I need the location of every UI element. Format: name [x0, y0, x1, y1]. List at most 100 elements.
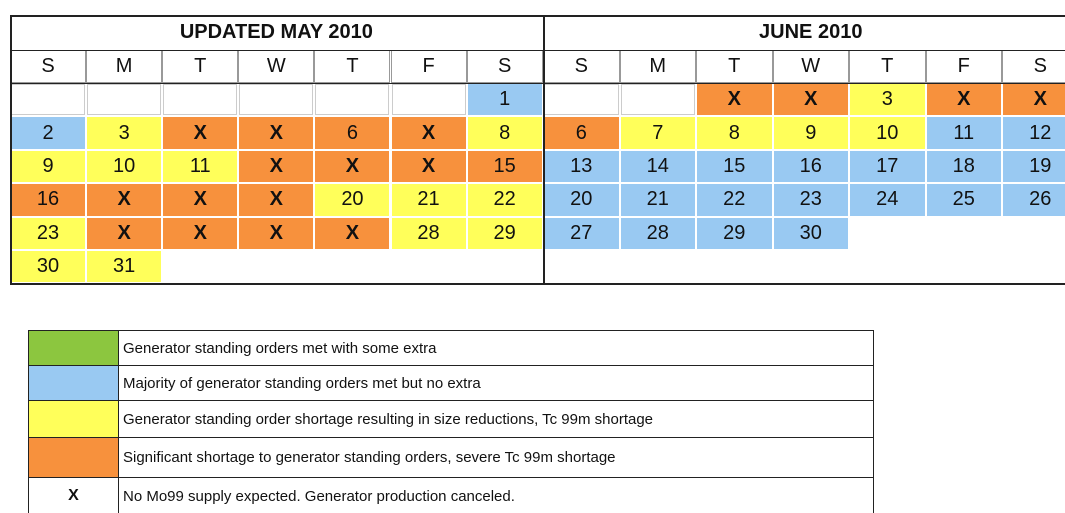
day-cell: 16	[11, 184, 86, 216]
day-cell: 3	[850, 84, 925, 116]
empty-cell	[391, 84, 466, 116]
empty-cell	[11, 84, 86, 116]
day-cell: X	[315, 217, 390, 249]
day-cell: X	[239, 117, 314, 149]
legend-swatch: X	[28, 477, 119, 513]
legend-text: Significant shortage to generator standi…	[118, 437, 874, 478]
day-header: M	[619, 50, 696, 83]
day-cell: 24	[850, 184, 925, 216]
day-cell: 3	[87, 117, 162, 149]
day-cell: 14	[620, 150, 695, 183]
empty-cell	[620, 84, 695, 116]
day-cell: X	[87, 184, 162, 216]
empty-cell	[239, 84, 314, 116]
day-cell: X	[239, 217, 314, 249]
day-cell: 21	[391, 184, 466, 216]
day-header: F	[925, 50, 1002, 83]
day-cell: X	[1003, 84, 1065, 116]
day-cell: 7	[620, 117, 695, 149]
day-cell: X	[773, 84, 848, 116]
day-cell: 30	[773, 217, 848, 249]
day-cell: 13	[544, 150, 619, 183]
day-header: W	[772, 50, 849, 83]
day-cell: 29	[467, 217, 542, 249]
day-cell: 20	[544, 184, 619, 216]
day-cell: 8	[467, 117, 542, 149]
day-cell: 18	[926, 150, 1001, 183]
day-cell: 21	[620, 184, 695, 216]
legend-swatch	[28, 437, 119, 478]
day-header: M	[86, 50, 163, 83]
day-cell: 20	[315, 184, 390, 216]
legend-swatch	[28, 330, 119, 366]
empty-cell	[87, 84, 162, 116]
day-cell: X	[697, 84, 772, 116]
frame-line	[10, 83, 1065, 84]
day-cell: 11	[163, 150, 238, 183]
day-cell: 16	[773, 150, 848, 183]
day-cell: X	[315, 150, 390, 183]
day-cell: 28	[391, 217, 466, 249]
day-cell: 26	[1003, 184, 1065, 216]
frame-line	[543, 15, 545, 284]
day-cell: 19	[1003, 150, 1065, 183]
day-header: T	[314, 50, 391, 83]
day-cell: 2	[11, 117, 86, 149]
day-header: S	[10, 50, 87, 83]
month-title: UPDATED MAY 2010	[179, 21, 373, 43]
day-cell: 25	[926, 184, 1001, 216]
day-header: S	[1002, 50, 1065, 83]
empty-cell	[315, 84, 390, 116]
day-header: T	[696, 50, 773, 83]
legend-text: No Mo99 supply expected. Generator produ…	[118, 477, 874, 513]
day-cell: X	[163, 184, 238, 216]
frame-line	[10, 283, 1065, 285]
day-cell: 8	[697, 117, 772, 149]
day-cell: 1	[467, 84, 542, 116]
day-cell: 17	[850, 150, 925, 183]
day-cell: X	[163, 217, 238, 249]
legend-text: Generator standing order shortage result…	[118, 400, 874, 438]
day-cell: 22	[697, 184, 772, 216]
day-cell: 22	[467, 184, 542, 216]
day-header: T	[849, 50, 926, 83]
legend-swatch	[28, 400, 119, 438]
day-cell: X	[239, 184, 314, 216]
empty-cell	[544, 84, 619, 116]
day-header: S	[543, 50, 620, 83]
day-cell: 11	[926, 117, 1001, 149]
day-header: F	[390, 50, 467, 83]
month-title: JUNE 2010	[759, 21, 863, 43]
day-cell: 15	[467, 150, 542, 183]
day-cell: 31	[87, 251, 162, 283]
day-cell: X	[391, 117, 466, 149]
frame-line	[10, 15, 12, 284]
day-cell: 29	[697, 217, 772, 249]
day-cell: X	[87, 217, 162, 249]
day-header: T	[162, 50, 239, 83]
legend-text: Majority of generator standing orders me…	[118, 365, 874, 401]
day-cell: 23	[11, 217, 86, 249]
empty-cell	[163, 84, 238, 116]
day-cell: 6	[315, 117, 390, 149]
day-cell: 9	[773, 117, 848, 149]
day-cell: 15	[697, 150, 772, 183]
day-cell: 10	[850, 117, 925, 149]
frame-line	[10, 15, 1065, 17]
day-cell: X	[926, 84, 1001, 116]
day-header: W	[238, 50, 315, 83]
day-cell: 9	[11, 150, 86, 183]
day-cell: X	[391, 150, 466, 183]
day-cell: 12	[1003, 117, 1065, 149]
day-cell: 30	[11, 251, 86, 283]
legend-swatch	[28, 365, 119, 401]
day-cell: X	[163, 117, 238, 149]
frame-line	[10, 50, 1065, 51]
day-cell: 6	[544, 117, 619, 149]
day-cell: 27	[544, 217, 619, 249]
legend-text: Generator standing orders met with some …	[118, 330, 874, 366]
day-header: S	[466, 50, 543, 83]
day-cell: 23	[773, 184, 848, 216]
day-cell: 28	[620, 217, 695, 249]
